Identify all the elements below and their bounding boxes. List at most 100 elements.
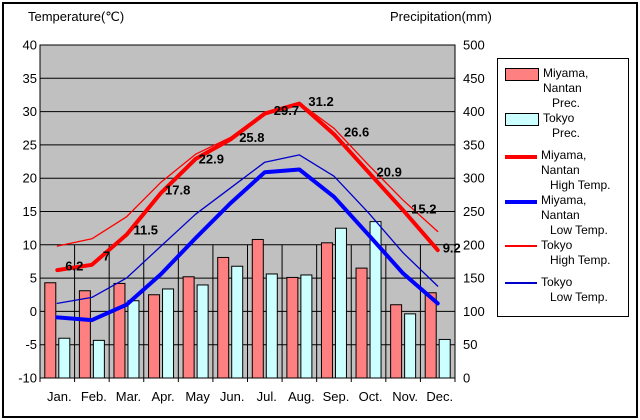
point-label: 20.9 (377, 165, 402, 180)
legend-item-tokyo-high: Tokyo High Temp. (505, 238, 626, 275)
tokyo-prec-bar (127, 300, 140, 379)
point-label: 25.8 (239, 130, 264, 145)
legend-label: Prec. (552, 126, 581, 140)
precip-tick-label: 400 (463, 104, 485, 119)
month-label: Mar. (116, 389, 141, 404)
legend-label: Tokyo (541, 238, 573, 252)
precip-tick-label: 200 (463, 237, 485, 252)
legend-item-tokyo-low: Tokyo Low Temp. (505, 275, 626, 312)
temp-tick-label: -5 (25, 337, 37, 352)
tokyo-prec-swatch (505, 113, 539, 126)
temp-tick-label: 20 (23, 171, 37, 186)
miyama-prec-bar (217, 256, 230, 379)
legend-item-miyama-high: Miyama, Nantan High Temp. (505, 148, 626, 193)
tokyo-prec-bar (231, 265, 244, 379)
miyama-prec-bar (424, 292, 437, 379)
miyama-prec-bar (320, 242, 333, 379)
legend-item-miyama-prec: Miyama, Nantan Prec. (505, 66, 626, 111)
legend-label: Tokyo (541, 275, 573, 289)
tokyo-low-temp-line (56, 154, 439, 305)
tokyo-prec-bar (196, 284, 209, 379)
precip-tick-label: 100 (463, 304, 485, 319)
point-label: 26.6 (344, 125, 369, 140)
month-label: Sep. (323, 389, 350, 404)
miyama-low-swatch (505, 200, 537, 204)
precip-tick-label: 50 (463, 337, 477, 352)
tokyo-prec-bar (404, 313, 417, 379)
point-label: 15.2 (411, 202, 436, 217)
temp-tick-label: 5 (30, 271, 37, 286)
temp-tick-label: 0 (30, 304, 37, 319)
miyama-prec-bar (182, 276, 195, 379)
legend-item-miyama-low: Miyama, Nantan Low Temp. (505, 193, 626, 238)
point-label: 9.2 (443, 241, 461, 256)
legend-label: Low Temp. (550, 290, 608, 304)
month-label: Jan. (47, 389, 72, 404)
miyama-prec-bar (390, 304, 403, 379)
month-label: Jul. (257, 389, 277, 404)
tokyo-high-swatch (505, 245, 537, 247)
tokyo-prec-bar (334, 227, 347, 379)
temp-tick-label: 15 (23, 204, 37, 219)
precip-tick-label: 300 (463, 171, 485, 186)
point-label: 7 (103, 248, 110, 263)
chart-legend: Miyama, Nantan Prec. Tokyo Prec. Miyama,… (497, 58, 629, 317)
legend-label: High Temp. (550, 253, 611, 267)
legend-label: High Temp. (550, 178, 611, 192)
precip-tick-label: 0 (463, 371, 470, 386)
miyama-prec-bar (286, 276, 299, 379)
temp-tick-label: 25 (23, 137, 37, 152)
month-label: Dec. (426, 389, 453, 404)
miyama-prec-bar (148, 294, 161, 379)
precipitation-axis-title: Precipitation(mm) (390, 9, 492, 24)
miyama-prec-bar (113, 282, 126, 379)
point-label: 31.2 (308, 94, 333, 109)
month-label: May (185, 389, 210, 404)
tokyo-prec-bar (265, 273, 278, 379)
miyama-nantan-low-temp-line (55, 167, 440, 323)
legend-label: Prec. (552, 96, 581, 110)
legend-label: Miyama, Nantan (543, 66, 589, 95)
miyama-high-swatch (505, 155, 537, 159)
legend-item-tokyo-prec: Tokyo Prec. (505, 111, 626, 148)
miyama-nantan-high-temp-line (55, 101, 440, 273)
miyama-prec-bar (44, 282, 57, 379)
temp-tick-label: -10 (18, 371, 37, 386)
precip-tick-label: 500 (463, 38, 485, 53)
precip-tick-label: 150 (463, 271, 485, 286)
month-label: Aug. (288, 389, 315, 404)
tokyo-prec-bar (438, 338, 451, 379)
point-label: 6.2 (65, 259, 83, 274)
miyama-prec-swatch (505, 68, 539, 81)
miyama-prec-bar (251, 238, 264, 379)
temp-tick-label: 35 (23, 71, 37, 86)
month-label: Feb. (81, 389, 107, 404)
miyama-prec-bar (78, 290, 91, 379)
temp-tick-label: 10 (23, 237, 37, 252)
temp-tick-label: 30 (23, 104, 37, 119)
month-label: Nov. (392, 389, 418, 404)
legend-label: Miyama, Nantan (541, 193, 587, 222)
tokyo-prec-bar (92, 339, 105, 379)
precip-tick-label: 250 (463, 204, 485, 219)
tokyo-prec-bar (58, 337, 71, 379)
miyama-prec-bar (355, 267, 368, 379)
point-label: 11.5 (133, 222, 158, 237)
precip-tick-label: 350 (463, 137, 485, 152)
point-label: 22.9 (199, 151, 224, 166)
month-label: Apr. (151, 389, 174, 404)
tokyo-low-swatch (505, 282, 537, 284)
point-label: 17.8 (165, 182, 190, 197)
precip-tick-label: 450 (463, 71, 485, 86)
month-label: Jun. (220, 389, 245, 404)
temperature-axis-title: Temperature(℃) (28, 9, 125, 24)
month-label: Oct. (359, 389, 383, 404)
legend-label: Miyama, Nantan (541, 148, 587, 177)
tokyo-prec-bar (300, 274, 313, 379)
temp-tick-label: 40 (23, 38, 37, 53)
legend-label: Tokyo (543, 111, 575, 125)
point-label: 29.7 (274, 103, 299, 118)
